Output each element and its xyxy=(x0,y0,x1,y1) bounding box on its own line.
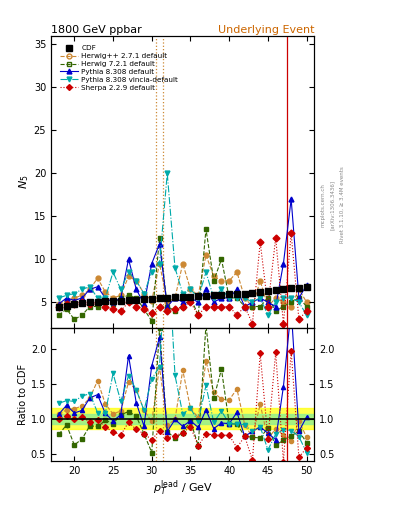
Text: Underlying Event: Underlying Event xyxy=(218,25,314,35)
Text: [arXiv:1306.3436]: [arXiv:1306.3436] xyxy=(330,180,335,230)
X-axis label: $p_T^{\mathrm{lead}}$ / GeV: $p_T^{\mathrm{lead}}$ / GeV xyxy=(152,478,213,498)
Y-axis label: $N_5$: $N_5$ xyxy=(17,175,31,189)
Y-axis label: Ratio to CDF: Ratio to CDF xyxy=(18,364,28,425)
Text: 1800 GeV ppbar: 1800 GeV ppbar xyxy=(51,25,142,35)
Text: mcplots.cern.ch: mcplots.cern.ch xyxy=(320,183,325,227)
Legend: CDF, Herwig++ 2.7.1 default, Herwig 7.2.1 default, Pythia 8.308 default, Pythia : CDF, Herwig++ 2.7.1 default, Herwig 7.2.… xyxy=(57,42,181,94)
Text: Rivet 3.1.10, ≥ 3.4M events: Rivet 3.1.10, ≥ 3.4M events xyxy=(340,166,345,243)
